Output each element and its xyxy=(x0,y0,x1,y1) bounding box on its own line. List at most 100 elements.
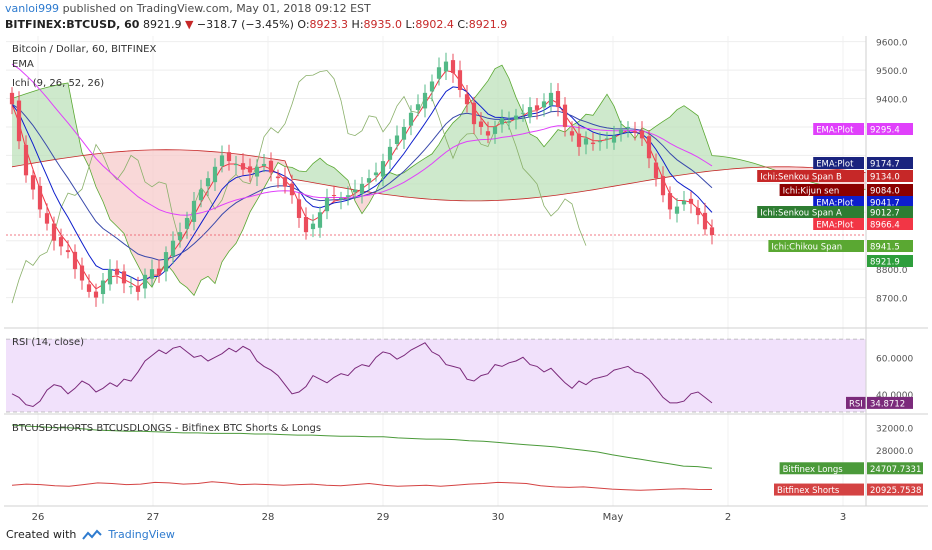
low-label: L: xyxy=(405,18,416,31)
candle-body xyxy=(513,115,519,120)
candle-body xyxy=(121,271,127,284)
ichimoku-cloud-segment xyxy=(215,151,222,284)
price-label-tag xyxy=(813,157,864,169)
candle-body xyxy=(345,195,351,197)
candle-body xyxy=(58,237,64,247)
ichimoku-cloud-segment xyxy=(558,129,565,195)
ichimoku-cloud-segment xyxy=(719,156,726,171)
ichimoku-cloud-segment xyxy=(446,122,453,201)
ichimoku-cloud-segment xyxy=(152,149,159,288)
candle-body xyxy=(114,268,120,275)
price-label-tag xyxy=(757,206,864,218)
x-tick-label: May xyxy=(603,512,624,523)
price-label-value: 9134.0 xyxy=(870,173,900,183)
candle-body xyxy=(373,172,379,176)
candle-body xyxy=(702,212,708,230)
ichimoku-cloud-segment xyxy=(397,172,404,197)
candle-body xyxy=(254,166,260,177)
price-label-name: Ichi:Senkou Span B xyxy=(760,173,842,183)
price-label-value: 9084.0 xyxy=(870,187,900,197)
ichimoku-cloud-segment xyxy=(565,125,572,194)
ichimoku-cloud-segment xyxy=(481,80,488,201)
chikou-span-line xyxy=(11,70,587,304)
candle-body xyxy=(534,105,540,110)
footer: Created with TradingView xyxy=(6,528,175,541)
candle-body xyxy=(415,104,421,110)
tradingview-brand[interactable]: TradingView xyxy=(108,528,175,541)
candle-body xyxy=(471,102,477,125)
candle-body xyxy=(30,175,36,190)
price-label-value: 9295.4 xyxy=(870,126,900,136)
candle-body xyxy=(23,144,29,176)
ls-name-label: Bitfinex Shorts xyxy=(777,486,840,496)
candle-body xyxy=(555,91,561,108)
price-pane[interactable]: 9600.0 9500.0 9400.0 8800.0 8700.0 EMA:Plot 92… xyxy=(6,36,913,506)
rsi-value-label: 34.8712 xyxy=(870,399,905,409)
candle-body xyxy=(275,176,281,179)
price-label-tag xyxy=(813,123,864,135)
ichimoku-cloud-segment xyxy=(411,162,418,199)
ichimoku-cloud-segment xyxy=(285,160,292,180)
candle-body xyxy=(205,178,211,187)
time-axis: 26 27 28 29 30 May 2 3 xyxy=(4,36,928,523)
ichimoku-cloud-segment xyxy=(201,150,208,281)
main-pane-title: Bitcoin / Dollar, 60, BITFINEX xyxy=(12,44,156,55)
candle-body xyxy=(149,269,155,279)
candle-body xyxy=(443,61,449,72)
ichimoku-cloud-segment xyxy=(544,138,551,197)
rsi-tick-label: 60.0000 xyxy=(876,354,913,364)
candle-body xyxy=(247,166,253,173)
candle-body xyxy=(478,121,484,127)
ichimoku-cloud-segment xyxy=(502,65,509,201)
candle-body xyxy=(548,92,554,106)
price-label-name: EMA:Plot xyxy=(816,126,854,136)
candle-body xyxy=(394,135,400,145)
candle-body xyxy=(44,213,50,224)
close-value: 8921.9 xyxy=(468,18,508,31)
low-value: 8902.4 xyxy=(415,18,454,31)
down-arrow-icon: ▼ xyxy=(184,18,194,31)
candle-body xyxy=(583,138,589,145)
candle-body xyxy=(51,223,57,241)
candle-body xyxy=(331,195,337,197)
y-tick-label: 8700.0 xyxy=(876,295,908,305)
close-label: C: xyxy=(457,18,469,31)
ichimoku-cloud-segment xyxy=(537,137,544,198)
ichimoku-cloud-segment xyxy=(250,155,257,213)
ichimoku-cloud-segment xyxy=(313,158,320,184)
ichimoku-cloud-segment xyxy=(600,94,607,189)
candle-body xyxy=(170,240,176,257)
price-label-box xyxy=(867,196,913,208)
author-link[interactable]: vanloi999 xyxy=(5,2,60,15)
ichimoku-cloud-segment xyxy=(691,110,698,174)
shorts-longs-pane[interactable]: 32000.0 28000.0 Bitfinex Longs 24707.7331 Bi… xyxy=(11,424,923,496)
ichimoku-cloud-segment xyxy=(467,98,474,201)
symbol-text: BITFINEX:BTCUSD, 60 xyxy=(5,18,140,31)
chart-area[interactable]: 9600.0 9500.0 9400.0 8800.0 8700.0 EMA:Plot 92… xyxy=(4,36,928,526)
candle-body xyxy=(352,189,358,193)
ichimoku-cloud-segment xyxy=(138,150,145,280)
x-tick-label: 28 xyxy=(262,512,275,523)
rsi-pane[interactable]: 60.0000 40.0000 RSI 34.8712 xyxy=(6,338,913,413)
ls-name-tag xyxy=(779,462,864,475)
candle-body xyxy=(464,94,470,105)
ichimoku-cloud-segment xyxy=(663,116,670,178)
candle-body xyxy=(604,138,610,140)
ichimoku-cloud-segment xyxy=(229,153,236,252)
price-label-name: Ichi:Chikou Span xyxy=(771,243,842,253)
price-label-box xyxy=(867,255,913,267)
candle-body xyxy=(303,216,309,233)
ls-series-line xyxy=(11,424,713,469)
rsi-name-label: RSI xyxy=(849,399,863,409)
ichimoku-cloud-segment xyxy=(551,129,558,196)
candle-body xyxy=(366,178,372,183)
chart-svg[interactable]: 9600.0 9500.0 9400.0 8800.0 8700.0 EMA:Plot 92… xyxy=(4,36,928,526)
candle-body xyxy=(632,131,638,133)
y-tick-label: 8800.0 xyxy=(876,266,908,276)
price-label-value: 9012.7 xyxy=(870,209,900,219)
ichimoku-cloud-segment xyxy=(341,173,348,189)
candle-body xyxy=(422,92,428,109)
ichimoku-cloud-segment xyxy=(355,189,362,214)
x-tick-label: 3 xyxy=(840,512,846,523)
ichimoku-cloud-segment xyxy=(117,151,124,234)
